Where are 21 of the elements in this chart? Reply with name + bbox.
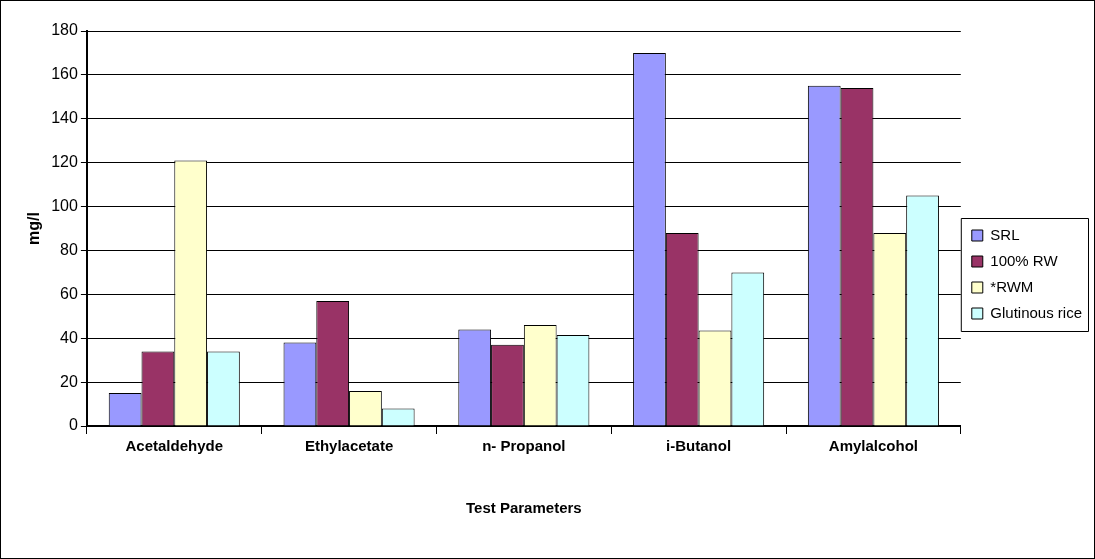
legend-label: Glutinous rice <box>990 303 1083 321</box>
y-tick-label: 120 <box>51 153 78 171</box>
y-tick-label: 160 <box>51 65 78 83</box>
y-tick-label: 140 <box>51 109 78 127</box>
y-tick-label: 0 <box>68 416 78 434</box>
y-tick-label: 40 <box>60 328 78 346</box>
x-tick-label: Amylalcohol <box>828 437 918 455</box>
y-tick-label: 180 <box>51 21 78 39</box>
y-axis-title: mg/l <box>25 212 43 245</box>
y-tick-label: 80 <box>60 240 78 258</box>
y-tick-label: 100 <box>51 196 78 214</box>
y-tick-label: 60 <box>60 284 78 302</box>
y-tick-label: 20 <box>60 372 78 390</box>
x-tick-label: Ethylacetate <box>304 437 394 455</box>
legend-label: *RWM <box>990 277 1034 295</box>
x-tick-label: n- Propanol <box>482 437 566 455</box>
legend-label: 100% RW <box>990 251 1059 269</box>
x-tick-label: Acetaldehyde <box>125 437 224 455</box>
legend-label: SRL <box>990 225 1020 243</box>
x-axis-title: Test Parameters <box>466 499 582 517</box>
x-tick-label: i-Butanol <box>666 437 732 455</box>
